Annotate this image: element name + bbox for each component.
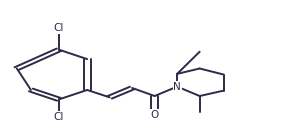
Text: N: N [173,82,181,92]
Text: O: O [151,110,159,120]
Text: Cl: Cl [54,23,64,33]
Text: Cl: Cl [54,112,64,122]
